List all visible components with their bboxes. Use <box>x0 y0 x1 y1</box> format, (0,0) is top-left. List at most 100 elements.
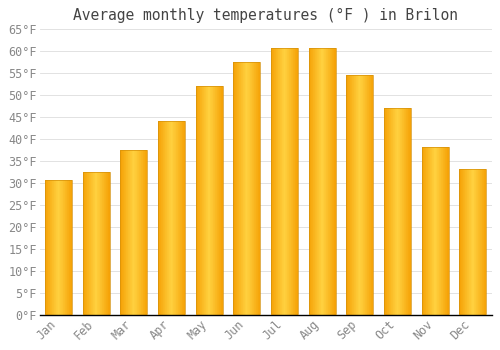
Bar <box>351 75 352 315</box>
Bar <box>292 49 294 315</box>
Bar <box>323 49 324 315</box>
Bar <box>146 150 148 315</box>
Bar <box>372 75 374 315</box>
Bar <box>125 150 126 315</box>
Bar <box>256 62 257 315</box>
Bar <box>395 108 396 315</box>
Bar <box>271 49 298 315</box>
Bar <box>107 172 108 315</box>
Bar <box>425 147 426 315</box>
Bar <box>431 147 432 315</box>
Bar <box>429 147 430 315</box>
Bar <box>396 108 397 315</box>
Bar <box>62 181 63 315</box>
Bar <box>101 172 102 315</box>
Bar <box>162 121 164 315</box>
Bar <box>164 121 166 315</box>
Bar <box>334 49 335 315</box>
Bar <box>238 62 240 315</box>
Bar <box>130 150 131 315</box>
Bar <box>474 169 475 315</box>
Bar <box>426 147 427 315</box>
Bar <box>66 181 68 315</box>
Bar <box>61 181 62 315</box>
Bar <box>97 172 98 315</box>
Bar <box>394 108 395 315</box>
Bar <box>48 181 49 315</box>
Bar <box>204 86 205 315</box>
Bar <box>104 172 105 315</box>
Bar <box>482 169 483 315</box>
Bar <box>141 150 142 315</box>
Bar <box>321 49 322 315</box>
Bar <box>330 49 331 315</box>
Bar <box>171 121 172 315</box>
Bar <box>275 49 276 315</box>
Bar <box>144 150 146 315</box>
Bar <box>283 49 284 315</box>
Bar <box>124 150 125 315</box>
Bar <box>398 108 399 315</box>
Bar <box>68 181 70 315</box>
Bar <box>401 108 402 315</box>
Bar <box>325 49 326 315</box>
Bar <box>439 147 440 315</box>
Bar <box>215 86 216 315</box>
Bar <box>370 75 372 315</box>
Bar <box>59 181 60 315</box>
Bar <box>363 75 364 315</box>
Bar <box>390 108 392 315</box>
Bar <box>446 147 448 315</box>
Bar <box>213 86 214 315</box>
Bar <box>272 49 273 315</box>
Bar <box>357 75 358 315</box>
Bar <box>364 75 365 315</box>
Bar <box>50 181 51 315</box>
Bar <box>120 150 121 315</box>
Bar <box>65 181 66 315</box>
Bar <box>436 147 437 315</box>
Bar <box>172 121 173 315</box>
Bar <box>123 150 124 315</box>
Bar <box>308 49 310 315</box>
Bar <box>255 62 256 315</box>
Bar <box>137 150 138 315</box>
Bar <box>131 150 132 315</box>
Bar <box>173 121 174 315</box>
Bar <box>205 86 206 315</box>
Bar <box>406 108 407 315</box>
Bar <box>471 169 472 315</box>
Bar <box>319 49 320 315</box>
Bar <box>400 108 401 315</box>
Bar <box>278 49 279 315</box>
Bar <box>45 181 46 315</box>
Bar <box>250 62 251 315</box>
Bar <box>177 121 178 315</box>
Bar <box>139 150 140 315</box>
Bar <box>316 49 318 315</box>
Bar <box>475 169 476 315</box>
Bar <box>359 75 360 315</box>
Bar <box>64 181 65 315</box>
Bar <box>102 172 103 315</box>
Bar <box>184 121 185 315</box>
Bar <box>220 86 222 315</box>
Title: Average monthly temperatures (°F ) in Brilon: Average monthly temperatures (°F ) in Br… <box>73 8 458 23</box>
Bar <box>318 49 319 315</box>
Bar <box>180 121 181 315</box>
Bar <box>407 108 408 315</box>
Bar <box>138 150 139 315</box>
Bar <box>196 86 197 315</box>
Bar <box>201 86 202 315</box>
Bar <box>55 181 56 315</box>
Bar <box>432 147 433 315</box>
Bar <box>424 147 425 315</box>
Bar <box>127 150 128 315</box>
Bar <box>472 169 473 315</box>
Bar <box>216 86 218 315</box>
Bar <box>277 49 278 315</box>
Bar <box>279 49 280 315</box>
Bar <box>200 86 201 315</box>
Bar <box>360 75 361 315</box>
Bar <box>356 75 357 315</box>
